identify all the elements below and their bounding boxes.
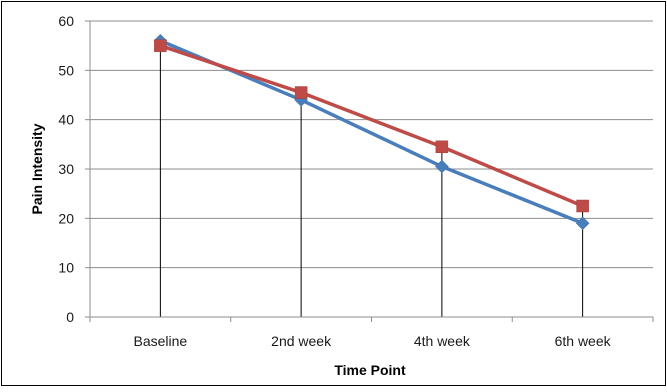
x-axis-title: Time Point [334,362,406,378]
x-tick-label: 6th week [555,333,612,349]
series-group [153,33,590,231]
y-axis-title: Pain Intensity [29,123,45,214]
data-point-square [154,39,167,52]
data-point-diamond [575,216,590,231]
y-tick-label: 0 [66,309,74,325]
y-tick-label: 30 [58,161,74,177]
y-tick-label: 40 [58,112,74,128]
data-point-square [294,86,308,99]
series-line [158,43,585,208]
y-tick-label: 50 [58,62,74,78]
gridlines [90,20,653,269]
x-tick-label: 2nd week [271,333,332,349]
axes [85,20,654,322]
y-tick-label: 10 [58,260,74,276]
tick-labels: 0 10 20 30 40 50 60 Baseline 2nd week 4th week 6th… [58,13,611,349]
x-tick-label: 4th week [414,333,471,349]
data-point-diamond [435,159,449,174]
y-tick-label: 60 [58,13,74,29]
series-2 [154,39,589,213]
data-point-square [435,140,449,154]
x-tick-label: Baseline [134,333,188,349]
y-tick-label: 20 [58,210,74,226]
chart-border [1,1,666,386]
data-point-square [576,199,589,213]
